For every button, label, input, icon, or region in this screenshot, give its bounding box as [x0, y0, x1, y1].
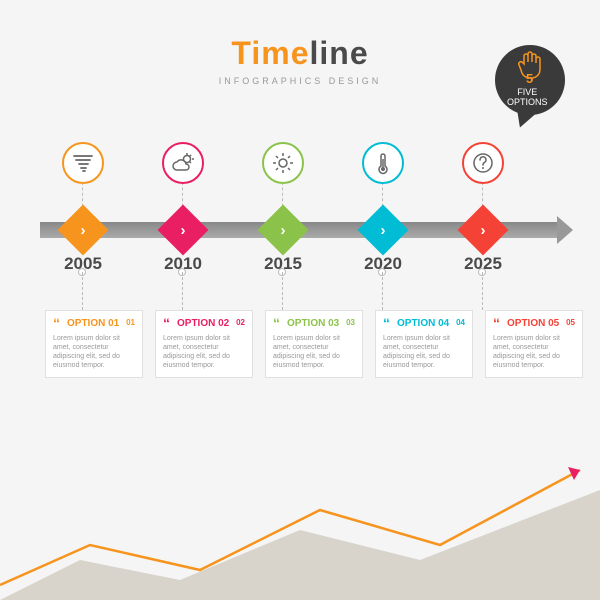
option-card-4: “OPTION 0404 Lorem ipsum dolor sit amet,…: [375, 310, 473, 378]
option-card-3: “OPTION 0303 Lorem ipsum dolor sit amet,…: [265, 310, 363, 378]
trend-chart: [0, 445, 600, 600]
options-badge: 5 FIVEOPTIONS: [495, 45, 570, 120]
question-icon: [462, 142, 504, 184]
cloud-sun-icon: [162, 142, 204, 184]
sun-icon: [262, 142, 304, 184]
timeline-node-2010: › 2010: [165, 212, 201, 248]
timeline-node-2005: › 2005: [65, 212, 101, 248]
option-card-5: “OPTION 0505 Lorem ipsum dolor sit amet,…: [485, 310, 583, 378]
timeline-node-2025: › 2025: [465, 212, 501, 248]
thermometer-icon: [362, 142, 404, 184]
option-card-1: “OPTION 0101 Lorem ipsum dolor sit amet,…: [45, 310, 143, 378]
timeline-node-2015: › 2015: [265, 212, 301, 248]
tornado-icon: [62, 142, 104, 184]
option-card-2: “OPTION 0202 Lorem ipsum dolor sit amet,…: [155, 310, 253, 378]
timeline-node-2020: › 2020: [365, 212, 401, 248]
